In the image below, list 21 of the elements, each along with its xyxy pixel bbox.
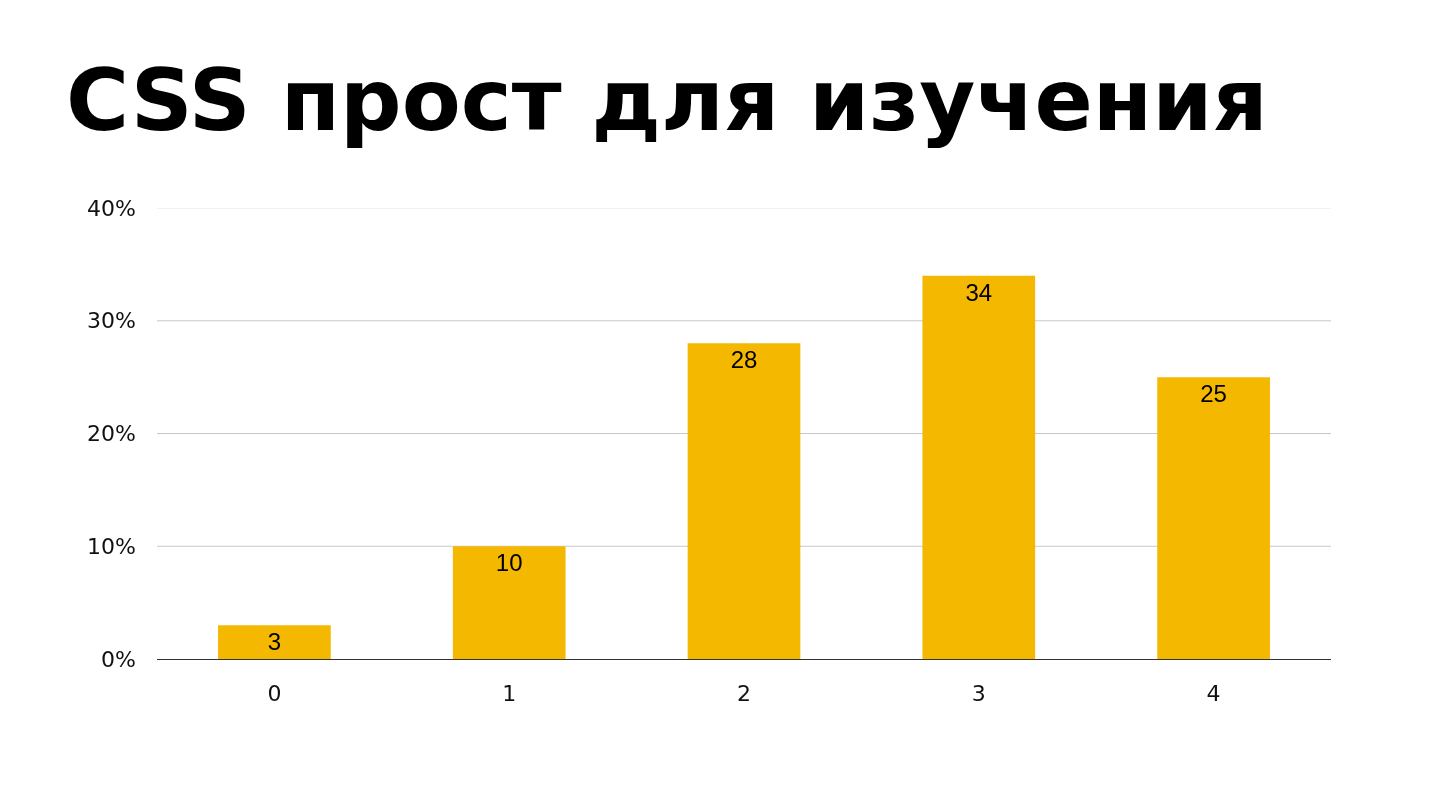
data-label: 3 xyxy=(267,628,282,656)
x-tick-label: 0 xyxy=(267,680,282,706)
y-tick-label: 30% xyxy=(87,308,136,334)
bar xyxy=(452,546,566,659)
x-tick-label: 4 xyxy=(1206,680,1221,706)
y-tick-label: 40% xyxy=(87,195,136,221)
bar xyxy=(218,625,331,659)
bar xyxy=(687,343,801,659)
y-tick-label: 0% xyxy=(101,646,136,672)
y-tick-label: 20% xyxy=(87,421,136,447)
x-tick-label: 2 xyxy=(737,680,751,706)
bar xyxy=(1157,377,1270,659)
x-tick-label: 3 xyxy=(971,680,986,706)
chart-title: CSS прост для изучения xyxy=(66,50,1268,151)
data-label: 10 xyxy=(495,549,523,577)
y-tick-label: 10% xyxy=(87,533,136,559)
data-label: 34 xyxy=(965,278,993,306)
data-label: 28 xyxy=(730,346,758,374)
bar xyxy=(922,275,1036,659)
data-label: 25 xyxy=(1200,380,1227,408)
x-tick-label: 1 xyxy=(502,680,517,706)
